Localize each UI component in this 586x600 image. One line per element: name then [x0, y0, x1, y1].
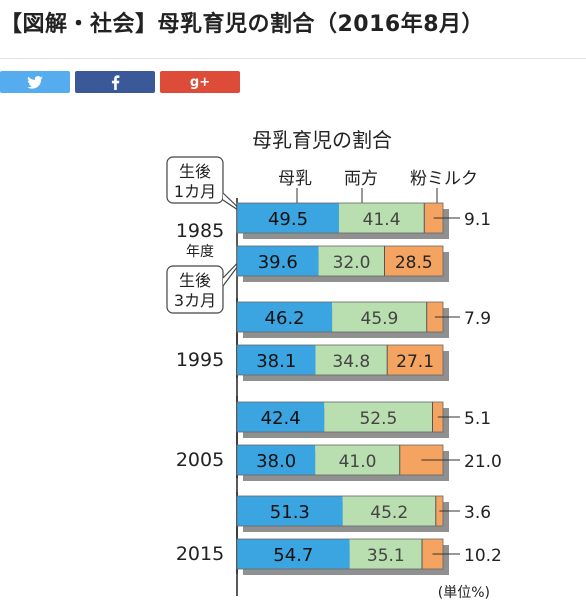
facebook-f-icon	[111, 74, 119, 90]
title-divider	[0, 58, 586, 59]
label-breast-2015-1m: 51.3	[270, 502, 310, 523]
legend-both: 両方	[344, 169, 378, 189]
label-formula-1995-1m: 7.9	[464, 309, 491, 329]
bar-breast-2005-3m	[237, 445, 316, 475]
bar-both-1985-1m	[338, 203, 425, 233]
unit-label: (単位%)	[438, 585, 490, 600]
bar-breast-1995-1m	[237, 302, 333, 332]
bar-both-2015-3m	[349, 539, 422, 569]
label-formula-2015-3m: 10.2	[464, 546, 502, 566]
label-formula-2005-1m: 5.1	[464, 409, 491, 429]
legend-formula: 粉ミルク	[410, 169, 478, 189]
callout-one-month-box	[166, 156, 224, 204]
label-formula-1985-1m: 9.1	[464, 210, 491, 230]
facebook-share-button[interactable]	[75, 71, 155, 93]
label-both-1995-1m: 45.9	[361, 309, 399, 329]
callout-one-month-line2: 1カ月	[174, 182, 216, 201]
bar-both-2005-3m	[315, 445, 400, 475]
bar-outline-1985-3m	[236, 245, 444, 277]
year-label-2005: 2005	[176, 449, 224, 471]
callout-one-month-line1: 生後	[179, 162, 211, 181]
label-breast-1995-1m: 46.2	[265, 308, 305, 329]
bar-both-1995-3m	[315, 345, 388, 375]
chart-title: 母乳育児の割合	[252, 128, 392, 152]
label-both-2005-3m: 41.0	[339, 452, 377, 472]
year-label-1985: 1985	[176, 220, 224, 242]
bar-both-2015-1m	[342, 496, 436, 526]
chart: 母乳育児の割合 母乳 両方 粉ミルク 生後 1カ月 生後 3カ月 年度 (単位%…	[166, 128, 502, 600]
label-breast-2015-3m: 54.7	[273, 545, 313, 566]
callout-three-months-box	[166, 265, 224, 314]
callout-three-months-line1: 生後	[179, 271, 211, 290]
bar-both-2005-1m	[324, 402, 433, 432]
label-formula-1985-3m: 28.5	[395, 253, 433, 273]
label-breast-1985-1m: 49.5	[268, 209, 308, 230]
label-both-1995-3m: 34.8	[332, 352, 370, 372]
year-label-1995: 1995	[176, 349, 224, 371]
callout-three-months-line2: 3カ月	[174, 291, 216, 310]
bar-breast-1985-1m	[237, 203, 339, 233]
bar-breast-1995-3m	[237, 345, 316, 375]
label-formula-2005-3m: 21.0	[464, 452, 502, 472]
label-formula-1995-3m: 27.1	[396, 352, 434, 372]
bar-outline-1995-3m	[236, 344, 444, 376]
year-label-2015: 2015	[176, 543, 224, 565]
twitter-bird-icon	[27, 75, 43, 89]
google-plus-share-button[interactable]: g+	[160, 71, 240, 93]
bar-breast-1985-3m	[237, 246, 319, 276]
google-plus-label: g+	[189, 74, 211, 90]
bar-breast-2015-3m	[237, 539, 350, 569]
bar-formula-1985-3m	[384, 246, 443, 276]
label-formula-2015-1m: 3.6	[464, 503, 491, 523]
page-title: 【図解・社会】母乳育児の割合（2016年8月）	[0, 12, 485, 37]
bar-both-1995-1m	[332, 302, 427, 332]
legend-breast-milk: 母乳	[278, 169, 312, 189]
bar-breast-2005-1m	[237, 402, 325, 432]
label-both-2005-1m: 52.5	[359, 409, 397, 429]
label-breast-2005-3m: 38.0	[256, 451, 296, 472]
bar-formula-1995-3m	[387, 345, 443, 375]
year-suffix: 年度	[186, 244, 214, 260]
label-both-2015-1m: 45.2	[370, 503, 408, 523]
label-both-1985-1m: 41.4	[363, 210, 401, 230]
label-breast-1995-3m: 38.1	[256, 351, 296, 372]
twitter-share-button[interactable]	[0, 71, 70, 93]
label-both-2015-3m: 35.1	[367, 546, 405, 566]
label-breast-1985-3m: 39.6	[258, 252, 298, 273]
bar-breast-2015-1m	[237, 496, 343, 526]
bar-both-1985-3m	[318, 246, 385, 276]
label-breast-2005-1m: 42.4	[261, 408, 301, 429]
label-both-1985-3m: 32.0	[333, 253, 371, 273]
